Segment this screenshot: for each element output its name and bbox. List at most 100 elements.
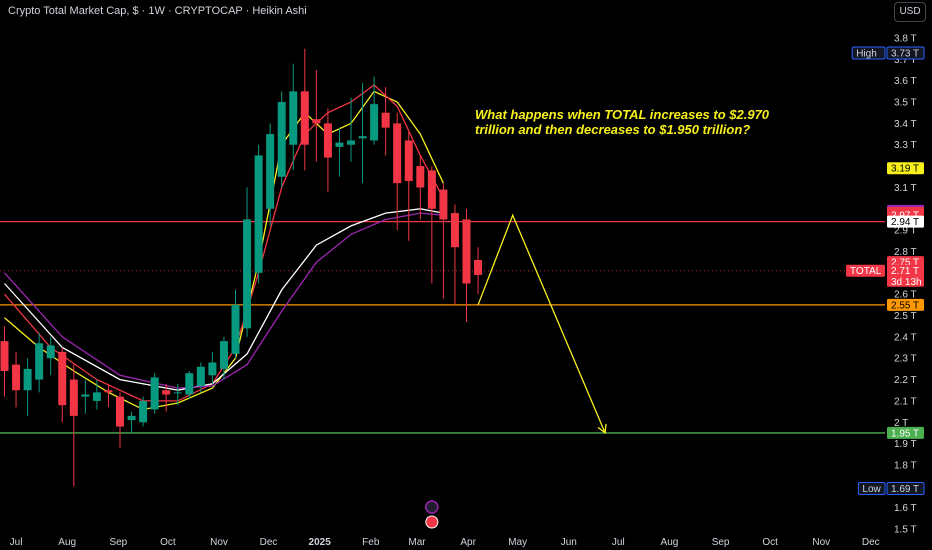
candle-body xyxy=(381,112,390,128)
candle-body xyxy=(277,102,286,177)
price-label xyxy=(887,298,924,311)
y-tick-label: 3.5 T xyxy=(894,98,917,109)
price-label xyxy=(886,481,925,495)
y-tick-label: 3.4 T xyxy=(894,119,917,130)
candle-body xyxy=(116,396,124,427)
y-tick-label: 2.9 T xyxy=(894,226,917,237)
candle-body xyxy=(312,119,321,124)
candle-body xyxy=(300,91,309,145)
y-tick-label: 2.5 T xyxy=(894,311,917,322)
candle-body xyxy=(370,104,379,141)
candle-body xyxy=(81,394,90,397)
candle-body xyxy=(185,373,194,395)
projection-arrowhead xyxy=(597,423,607,435)
price-label xyxy=(886,46,925,60)
y-tick-label: 3.6 T xyxy=(894,76,917,87)
x-tick-label: Dec xyxy=(862,537,880,548)
price-label-text: 2.75 T xyxy=(891,258,919,269)
candle-body xyxy=(173,392,182,394)
y-tick-label: 2.4 T xyxy=(894,332,917,343)
price-label-name: Low xyxy=(862,484,881,495)
y-tick-label: 3.8 T xyxy=(894,34,917,45)
x-tick-label: Aug xyxy=(661,537,679,548)
x-tick-label: Jul xyxy=(10,537,23,548)
x-tick-label: Oct xyxy=(160,537,176,548)
y-tick-label: 1.8 T xyxy=(894,460,917,471)
x-tick-label: Jul xyxy=(612,537,625,548)
candle-body xyxy=(46,345,55,359)
candle-body xyxy=(439,189,448,220)
event-icon-flag xyxy=(425,515,439,529)
price-label-text: 1.95 T xyxy=(891,428,919,439)
candle-body xyxy=(335,142,344,147)
y-tick-label: 2.2 T xyxy=(894,375,917,386)
candle-body xyxy=(196,366,205,386)
candle-body xyxy=(208,362,217,376)
x-tick-label: Nov xyxy=(812,537,830,548)
projection-path xyxy=(477,213,606,434)
x-tick-label: May xyxy=(508,537,527,548)
event-icon-lightning xyxy=(425,500,439,514)
x-tick-label: Jun xyxy=(561,537,577,548)
chart-title: Crypto Total Market Cap, $ · 1W · CRYPTO… xyxy=(8,5,307,17)
candle-body xyxy=(450,213,459,248)
price-axis-background xyxy=(886,24,932,550)
candle-body xyxy=(347,140,355,145)
price-label-text: 2.55 T xyxy=(891,300,919,311)
x-tick-label: Apr xyxy=(460,537,476,548)
price-label-name-box xyxy=(857,481,886,495)
price-label-name-box xyxy=(851,46,886,60)
y-tick-label: 2.8 T xyxy=(894,247,917,258)
candle-body xyxy=(427,170,436,209)
candle-body xyxy=(23,368,32,391)
chart-annotation: What happens when TOTAL increases to $2.… xyxy=(475,107,770,137)
price-label-name: TOTAL xyxy=(850,266,882,277)
candle-body xyxy=(127,415,136,421)
y-tick-label: 3.1 T xyxy=(894,183,917,194)
price-label-name: High xyxy=(856,48,877,59)
candle-body xyxy=(150,377,159,410)
price-label xyxy=(887,264,924,287)
y-tick-label: 3.3 T xyxy=(894,140,917,151)
candle-body xyxy=(58,351,67,406)
y-tick-label: 2.6 T xyxy=(894,290,917,301)
x-tick-label: Nov xyxy=(210,537,228,548)
candle-body xyxy=(243,219,252,329)
candle-body xyxy=(474,260,483,275)
moving-average-purple xyxy=(4,212,444,389)
x-tick-label: Oct xyxy=(762,537,778,548)
currency-button[interactable]: USD xyxy=(894,2,926,22)
y-tick-label: 2 T xyxy=(894,418,908,429)
price-label-text: 1.69 T xyxy=(891,484,919,495)
price-label xyxy=(887,426,924,439)
y-tick-label: 2.3 T xyxy=(894,354,917,365)
candle-body xyxy=(12,364,21,391)
candle-body xyxy=(254,155,263,273)
candle-body xyxy=(358,136,367,139)
candle-body xyxy=(139,400,148,423)
x-tick-label: Aug xyxy=(58,537,76,548)
candle-body xyxy=(231,304,240,354)
y-tick-label: 3.7 T xyxy=(894,55,917,66)
price-label xyxy=(887,215,924,228)
candle-body xyxy=(0,341,9,372)
candle-body xyxy=(92,392,101,401)
price-label-text: 3.73 T xyxy=(891,48,919,59)
x-tick-label: Mar xyxy=(408,537,426,548)
price-label xyxy=(887,162,924,175)
price-label-text: 2.94 T xyxy=(891,217,919,228)
candle-body xyxy=(289,91,298,145)
candle-body xyxy=(104,390,113,393)
candle-body xyxy=(162,390,171,395)
y-tick-label: 1.6 T xyxy=(894,503,917,514)
x-tick-label: Sep xyxy=(712,537,730,548)
price-label-countdown: 3d 13h xyxy=(891,277,922,288)
candle-body xyxy=(462,219,471,284)
price-label-name-box xyxy=(846,264,885,277)
x-tick-label: Dec xyxy=(260,537,278,548)
price-label-text: 2.71 T xyxy=(891,266,919,277)
y-tick-label: 1.9 T xyxy=(894,439,917,450)
candle-body xyxy=(416,166,425,188)
